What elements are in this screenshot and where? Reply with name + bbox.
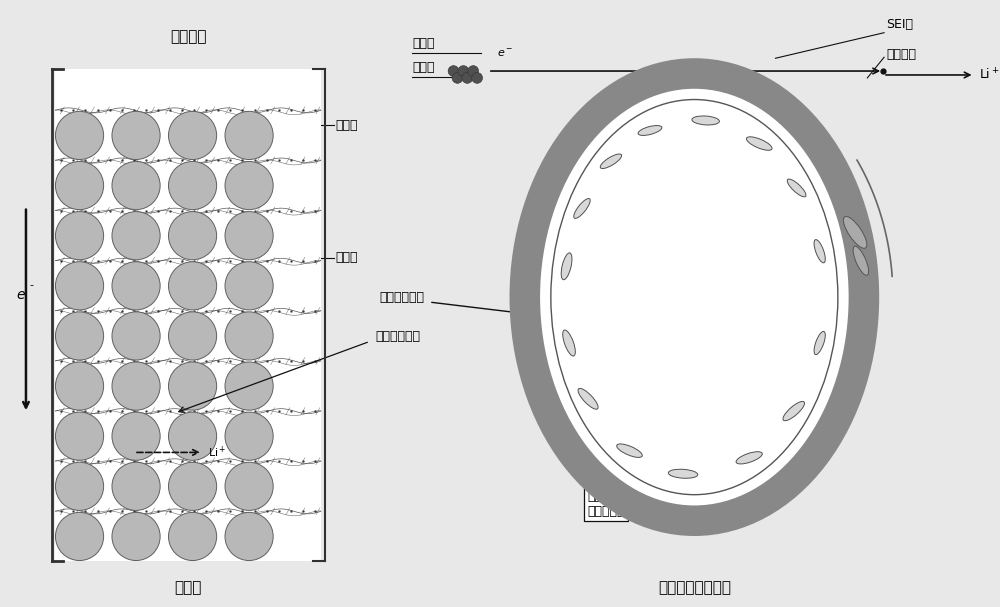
Ellipse shape bbox=[517, 66, 871, 528]
Circle shape bbox=[55, 463, 104, 510]
Text: 活性材料颗粒: 活性材料颗粒 bbox=[379, 291, 424, 304]
Circle shape bbox=[448, 66, 459, 76]
Circle shape bbox=[55, 262, 104, 310]
Circle shape bbox=[112, 463, 160, 510]
Ellipse shape bbox=[814, 331, 825, 354]
Circle shape bbox=[55, 212, 104, 260]
Ellipse shape bbox=[787, 179, 806, 197]
Text: 电解液: 电解液 bbox=[336, 251, 358, 264]
Circle shape bbox=[112, 161, 160, 209]
Circle shape bbox=[112, 512, 160, 560]
Circle shape bbox=[458, 66, 469, 76]
Text: 导电剂: 导电剂 bbox=[412, 37, 435, 50]
Circle shape bbox=[225, 362, 273, 410]
Circle shape bbox=[112, 262, 160, 310]
Circle shape bbox=[168, 463, 217, 510]
Ellipse shape bbox=[561, 253, 572, 280]
Circle shape bbox=[472, 72, 483, 83]
Circle shape bbox=[112, 362, 160, 410]
Circle shape bbox=[225, 463, 273, 510]
Ellipse shape bbox=[692, 116, 719, 125]
Text: 活性材料: 活性材料 bbox=[170, 30, 206, 44]
Text: 少量析锂: 少量析锂 bbox=[886, 48, 916, 61]
Text: Li$^+$: Li$^+$ bbox=[208, 445, 226, 460]
Circle shape bbox=[112, 212, 160, 260]
Circle shape bbox=[55, 161, 104, 209]
Ellipse shape bbox=[736, 452, 762, 464]
Ellipse shape bbox=[638, 126, 662, 135]
Circle shape bbox=[225, 212, 273, 260]
Circle shape bbox=[468, 66, 479, 76]
Ellipse shape bbox=[668, 469, 698, 478]
Text: -: - bbox=[30, 280, 34, 290]
Text: 集流体: 集流体 bbox=[174, 580, 202, 595]
Text: 导电剂: 导电剂 bbox=[336, 118, 358, 132]
Ellipse shape bbox=[578, 388, 598, 409]
Circle shape bbox=[168, 362, 217, 410]
Circle shape bbox=[225, 312, 273, 360]
Ellipse shape bbox=[814, 240, 825, 263]
Circle shape bbox=[168, 412, 217, 460]
Ellipse shape bbox=[746, 137, 772, 151]
Circle shape bbox=[112, 312, 160, 360]
Circle shape bbox=[225, 161, 273, 209]
Ellipse shape bbox=[600, 154, 622, 169]
Circle shape bbox=[168, 111, 217, 160]
Text: 活性材料颗粒: 活性材料颗粒 bbox=[375, 330, 420, 343]
Bar bbox=[55, 69, 321, 560]
Text: 单个活性材料颗粒: 单个活性材料颗粒 bbox=[658, 580, 731, 595]
Ellipse shape bbox=[617, 444, 642, 458]
Text: 嵌入活性材
料颗粒的锂: 嵌入活性材 料颗粒的锂 bbox=[587, 489, 625, 518]
Text: e$^-$: e$^-$ bbox=[497, 48, 513, 59]
Text: 固相扩
散交替
进行: 固相扩 散交替 进行 bbox=[793, 280, 815, 324]
Text: e: e bbox=[17, 288, 25, 302]
Circle shape bbox=[225, 262, 273, 310]
Circle shape bbox=[168, 161, 217, 209]
Circle shape bbox=[168, 262, 217, 310]
Circle shape bbox=[168, 212, 217, 260]
Circle shape bbox=[55, 312, 104, 360]
Circle shape bbox=[55, 512, 104, 560]
Circle shape bbox=[452, 72, 463, 83]
Circle shape bbox=[462, 72, 473, 83]
Text: 电解液: 电解液 bbox=[412, 61, 435, 73]
Ellipse shape bbox=[783, 401, 805, 421]
Circle shape bbox=[168, 512, 217, 560]
Circle shape bbox=[112, 412, 160, 460]
Text: Li$^+$: Li$^+$ bbox=[979, 67, 1000, 83]
Circle shape bbox=[225, 412, 273, 460]
Circle shape bbox=[55, 111, 104, 160]
Ellipse shape bbox=[563, 330, 575, 356]
Ellipse shape bbox=[574, 198, 590, 219]
Text: SEI膜: SEI膜 bbox=[886, 18, 913, 32]
Circle shape bbox=[55, 362, 104, 410]
Circle shape bbox=[225, 512, 273, 560]
Circle shape bbox=[55, 412, 104, 460]
Ellipse shape bbox=[552, 101, 837, 493]
Circle shape bbox=[168, 312, 217, 360]
Circle shape bbox=[225, 111, 273, 160]
Text: 嵌锂脱锂
交替进行: 嵌锂脱锂 交替进行 bbox=[635, 232, 665, 260]
Circle shape bbox=[112, 111, 160, 160]
Ellipse shape bbox=[853, 246, 869, 276]
Ellipse shape bbox=[843, 217, 867, 248]
